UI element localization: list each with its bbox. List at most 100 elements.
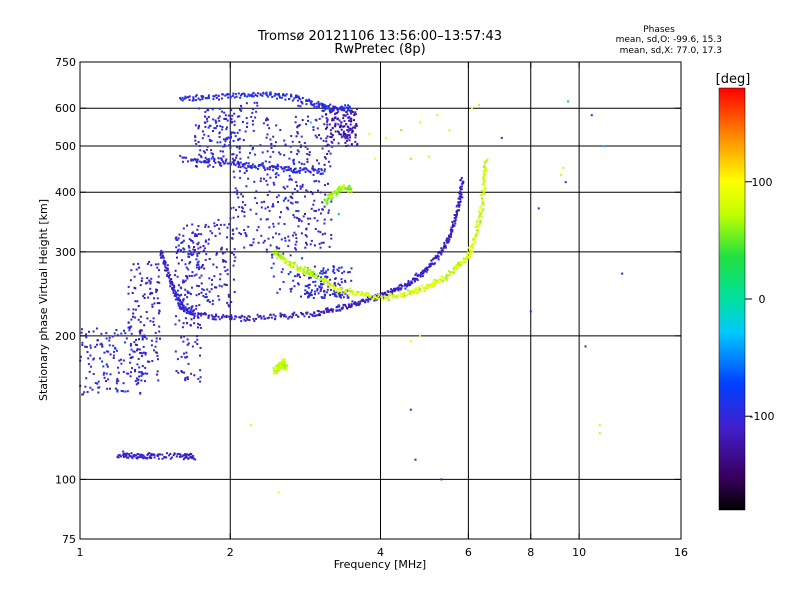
data-point: [300, 269, 303, 272]
data-point: [235, 95, 238, 98]
data-point: [309, 102, 312, 105]
data-point: [203, 133, 206, 136]
data-point: [345, 106, 348, 109]
data-point: [211, 232, 214, 235]
data-point: [337, 291, 340, 293]
data-point: [217, 295, 220, 298]
data-point: [240, 193, 243, 196]
data-point: [116, 334, 119, 337]
data-point: [264, 160, 267, 163]
data-point: [127, 326, 130, 329]
data-point: [467, 255, 470, 258]
data-point: [198, 276, 201, 279]
data-point: [325, 309, 328, 311]
data-point: [293, 311, 296, 314]
data-point: [199, 149, 202, 152]
data-point: [158, 302, 161, 305]
data-point: [134, 370, 136, 373]
data-point: [399, 288, 402, 291]
data-point: [267, 237, 270, 240]
data-point: [423, 270, 426, 273]
data-point: [127, 308, 130, 311]
data-point: [191, 254, 193, 257]
data-point: [109, 387, 111, 390]
data-point: [87, 357, 90, 360]
data-point: [313, 105, 316, 108]
data-point: [313, 209, 316, 212]
data-point: [245, 233, 248, 236]
data-point: [144, 456, 147, 459]
data-point: [321, 233, 324, 236]
data-point: [217, 95, 220, 97]
data-point: [174, 298, 177, 301]
data-point: [438, 250, 441, 253]
data-point: [186, 275, 189, 278]
data-point: [344, 134, 347, 137]
data-point: [192, 159, 195, 162]
data-point: [317, 208, 320, 211]
data-point: [156, 354, 159, 357]
data-point: [100, 332, 103, 335]
data-point: [224, 160, 227, 163]
data-point: [478, 215, 481, 218]
data-point: [420, 272, 423, 275]
data-point: [268, 161, 271, 164]
data-point: [319, 191, 322, 194]
data-point: [183, 352, 185, 355]
data-point: [455, 264, 458, 266]
data-point: [101, 345, 104, 348]
data-point: [238, 129, 241, 132]
data-point: [313, 180, 316, 183]
data-point: [215, 314, 218, 317]
data-point: [233, 260, 236, 262]
data-point: [224, 270, 227, 273]
data-point: [278, 365, 281, 368]
data-point: [147, 452, 150, 455]
data-point: [261, 94, 264, 97]
data-point: [130, 452, 133, 455]
data-point: [299, 169, 302, 172]
data-point: [282, 199, 285, 202]
data-point: [164, 269, 166, 272]
data-point: [194, 249, 196, 251]
data-point: [226, 93, 229, 95]
data-point: [368, 295, 370, 298]
data-point: [192, 96, 195, 99]
data-point: [352, 126, 355, 129]
data-point: [324, 277, 327, 280]
data-point: [128, 329, 131, 332]
data-point: [146, 372, 149, 375]
data-point: [138, 330, 141, 333]
data-point: [399, 294, 402, 297]
data-point: [305, 123, 308, 126]
data-point: [451, 225, 454, 227]
data-point: [321, 104, 324, 107]
data-point: [120, 389, 123, 392]
data-point: [272, 313, 275, 316]
data-point: [140, 355, 143, 357]
data-point: [479, 220, 482, 222]
data-point: [222, 314, 225, 317]
data-point: [432, 284, 435, 287]
data-point: [419, 121, 421, 124]
data-point: [182, 247, 185, 250]
data-point: [333, 282, 336, 284]
data-point: [194, 312, 197, 315]
data-point: [239, 94, 242, 97]
data-point: [148, 452, 151, 455]
data-point: [255, 317, 257, 320]
data-point: [304, 195, 306, 198]
data-point: [329, 197, 331, 200]
data-point: [231, 237, 234, 240]
data-point: [249, 144, 252, 147]
data-point: [303, 315, 306, 318]
data-point: [196, 254, 199, 257]
data-point: [459, 196, 462, 199]
data-point: [354, 111, 357, 114]
data-point: [215, 313, 217, 316]
data-point: [259, 177, 262, 180]
data-point: [179, 307, 182, 310]
data-point: [220, 285, 223, 288]
data-point: [324, 232, 327, 235]
data-point: [175, 291, 177, 294]
